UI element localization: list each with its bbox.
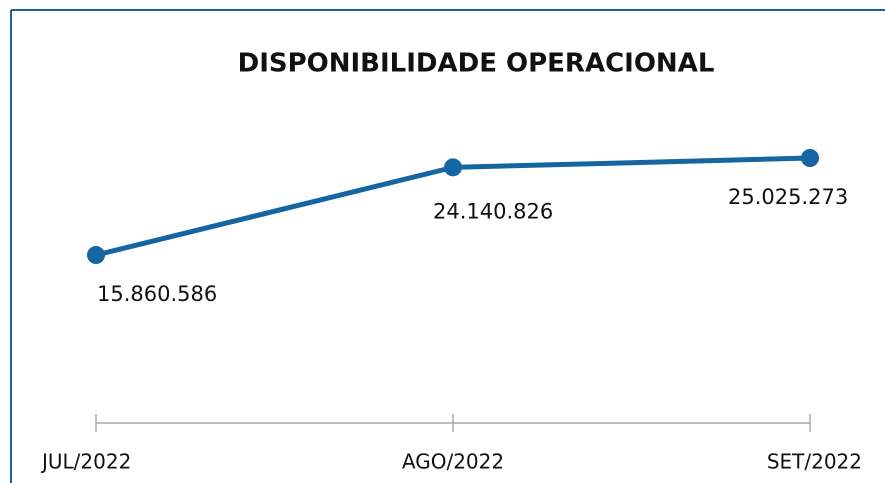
data-label: 15.860.586 xyxy=(97,282,217,306)
marker xyxy=(444,158,462,177)
marker xyxy=(801,149,819,167)
x-tick-label: JUL/2022 xyxy=(40,450,131,474)
x-tick-label: SET/2022 xyxy=(767,450,862,474)
x-tick-label: AGO/2022 xyxy=(402,450,504,474)
marker xyxy=(87,246,105,265)
data-label: 25.025.273 xyxy=(728,185,848,209)
data-label: 24.140.826 xyxy=(433,199,553,223)
chart-title: DISPONIBILIDADE OPERACIONAL xyxy=(238,49,715,79)
